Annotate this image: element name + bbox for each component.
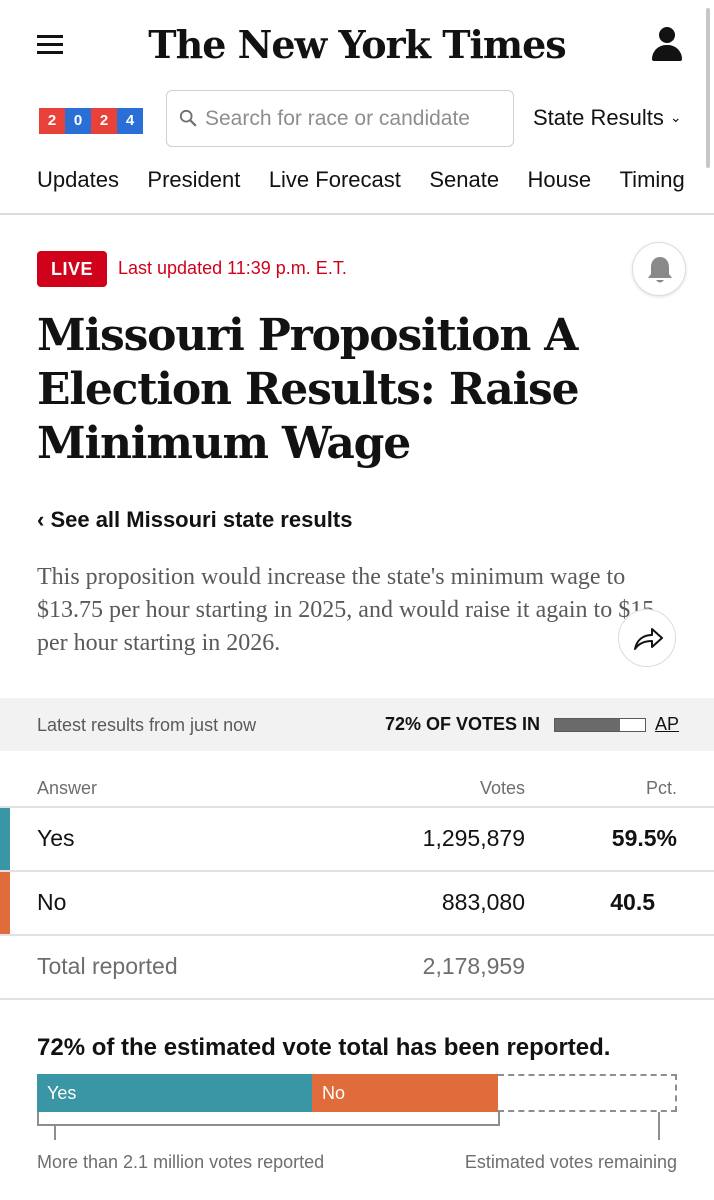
yes-color-bar <box>0 808 10 870</box>
nav-item-updates[interactable]: Updates <box>37 167 119 192</box>
reported-tick <box>54 1126 56 1140</box>
badge-digit: 0 <box>65 108 91 134</box>
badge-digit: 2 <box>91 108 117 134</box>
nyt-logo[interactable]: The New York Times <box>148 22 566 67</box>
election-2024-badge[interactable]: 2 0 2 4 <box>37 106 145 134</box>
reported-caption: More than 2.1 million votes reported <box>37 1152 325 1172</box>
see-all-state-results-link[interactable]: ‹ See all Missouri state results <box>37 507 353 532</box>
votes-in-progress-fill <box>555 719 620 731</box>
search-input[interactable] <box>205 101 505 137</box>
estimate-no-segment: No <box>312 1074 498 1112</box>
estimate-remaining-segment <box>498 1074 677 1112</box>
estimate-heading: 72% of the estimated vote total has been… <box>37 1034 611 1061</box>
votes-in-progress-bar <box>554 718 646 732</box>
total-label: Total reported <box>37 953 178 979</box>
pct-column-header: Pct. <box>645 778 677 798</box>
no-color-bar <box>0 872 10 934</box>
votes-cell: 1,295,879 <box>422 825 525 851</box>
results-status-bar: Latest results from just now 72% OF VOTE… <box>0 698 714 751</box>
badge-digit: 4 <box>117 108 143 134</box>
reported-bracket <box>37 1112 500 1126</box>
table-row-yes: Yes 1,295,879 59.5% <box>0 808 714 870</box>
table-divider <box>0 806 714 808</box>
live-badge: LIVE <box>37 251 107 287</box>
share-button[interactable] <box>618 609 676 667</box>
pct-cell: 40.5 <box>610 889 655 915</box>
section-nav: Updates President Live Forecast Senate H… <box>37 167 714 193</box>
table-row-total: Total reported 2,178,959 <box>0 936 714 998</box>
nav-item-house[interactable]: House <box>527 167 592 192</box>
table-divider <box>0 870 714 872</box>
votes-in-text: 72% OF VOTES IN <box>385 714 541 734</box>
table-row-no: No 883,080 40.5 <box>0 872 714 934</box>
votes-column-header: Votes <box>479 778 525 798</box>
results-table-header: Answer Votes Pct. <box>0 772 714 806</box>
badge-digit: 2 <box>39 108 65 134</box>
page-scrollbar[interactable] <box>706 8 710 168</box>
nav-item-live-forecast[interactable]: Live Forecast <box>268 167 401 192</box>
masthead: The New York Times <box>0 0 714 92</box>
table-divider <box>0 998 714 1000</box>
bell-icon <box>648 257 672 283</box>
state-results-label: State Results <box>533 105 664 130</box>
total-votes-cell: 2,178,959 <box>422 953 525 979</box>
share-icon <box>634 628 663 650</box>
search-icon <box>179 109 197 127</box>
votes-cell: 883,080 <box>441 889 525 915</box>
notification-bell-button[interactable] <box>632 242 686 296</box>
nav-item-timing[interactable]: Timing <box>619 167 685 192</box>
page-title: Missouri Proposition A Election Results:… <box>37 310 580 469</box>
table-divider <box>0 934 714 936</box>
remaining-tick <box>658 1112 660 1140</box>
estimated-vote-bar: Yes No <box>37 1074 677 1112</box>
nav-divider <box>0 213 714 215</box>
nav-item-senate[interactable]: Senate <box>429 167 500 192</box>
answer-cell: No <box>37 889 67 915</box>
chevron-down-icon: ⌄ <box>669 109 682 125</box>
answer-column-header: Answer <box>37 778 98 798</box>
pct-cell: 59.5% <box>611 825 677 851</box>
remaining-caption: Estimated votes remaining <box>464 1152 677 1172</box>
estimate-yes-segment: Yes <box>37 1074 312 1112</box>
state-results-dropdown[interactable]: State Results ⌄ <box>533 105 682 131</box>
latest-results-text: Latest results from just now <box>37 715 257 735</box>
nav-item-president[interactable]: President <box>147 167 241 192</box>
proposition-summary: This proposition would increase the stat… <box>37 564 655 656</box>
last-updated-text: Last updated 11:39 p.m. E.T. <box>118 258 347 278</box>
answer-cell: Yes <box>37 825 75 851</box>
hamburger-menu-icon[interactable] <box>37 35 63 55</box>
user-icon[interactable] <box>652 27 682 61</box>
search-box[interactable] <box>166 90 514 147</box>
ap-source-link[interactable]: AP <box>655 714 680 734</box>
